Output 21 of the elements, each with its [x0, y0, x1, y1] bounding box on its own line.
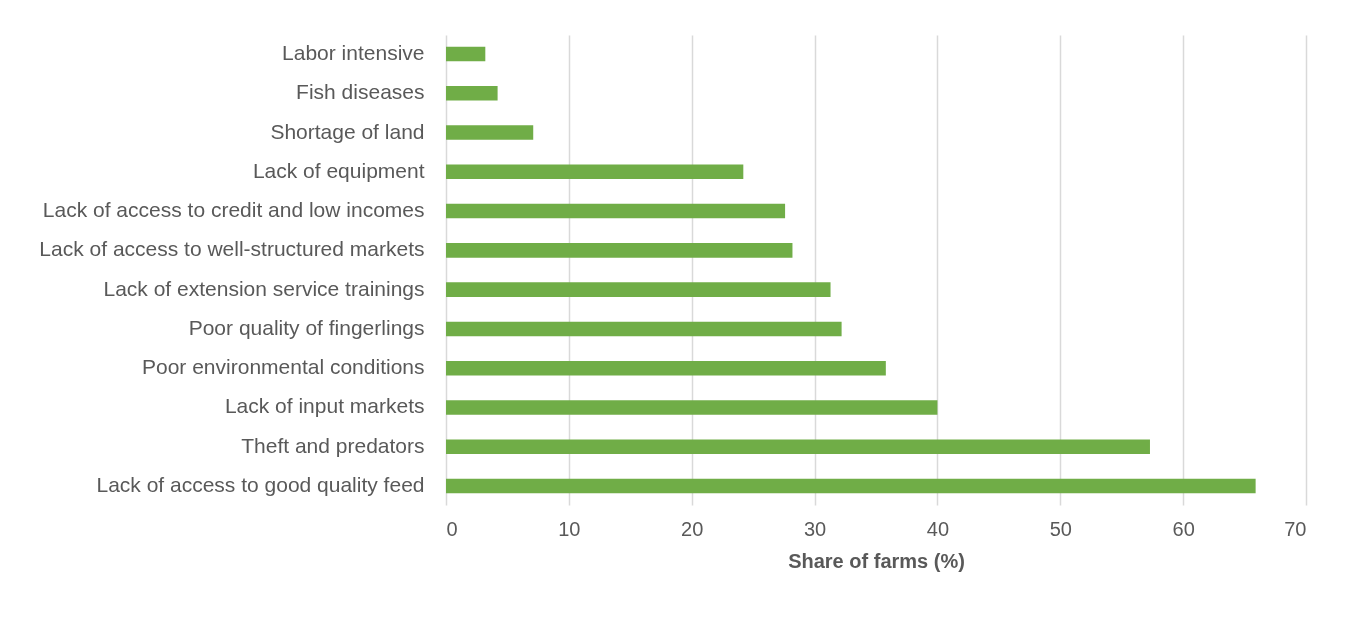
- x-tick-label: 30: [803, 517, 827, 540]
- x-axis-title: Share of farms (%): [788, 549, 965, 572]
- x-tick-label: 60: [1172, 517, 1195, 540]
- x-tick-label: 50: [1049, 517, 1072, 540]
- x-tick-label: 10: [558, 517, 581, 540]
- y-tick-label: Lack of access to good quality feed: [96, 472, 425, 496]
- y-tick-label: Lack of equipment: [252, 158, 425, 182]
- y-tick-label: Poor environmental conditions: [142, 355, 425, 379]
- y-tick-label: Lack of input markets: [224, 394, 425, 418]
- y-tick-label: Lack of extension service trainings: [103, 276, 425, 300]
- x-tick-label: 20: [681, 517, 704, 540]
- y-tick-label: Shortage of land: [270, 119, 425, 143]
- y-tick-label: Theft and predators: [241, 433, 425, 457]
- y-tick-label: Labor intensive: [282, 41, 425, 65]
- y-tick-label: Lack of access to well-structured markets: [39, 237, 425, 261]
- x-tick-label: 70: [1284, 517, 1307, 540]
- y-tick-label: Lack of access to credit and low incomes: [42, 198, 425, 222]
- x-tick-label: 40: [926, 517, 950, 540]
- y-tick-label: Poor quality of fingerlings: [188, 315, 425, 339]
- y-tick-label: Fish diseases: [296, 80, 425, 104]
- x-tick-label: 0: [446, 517, 458, 540]
